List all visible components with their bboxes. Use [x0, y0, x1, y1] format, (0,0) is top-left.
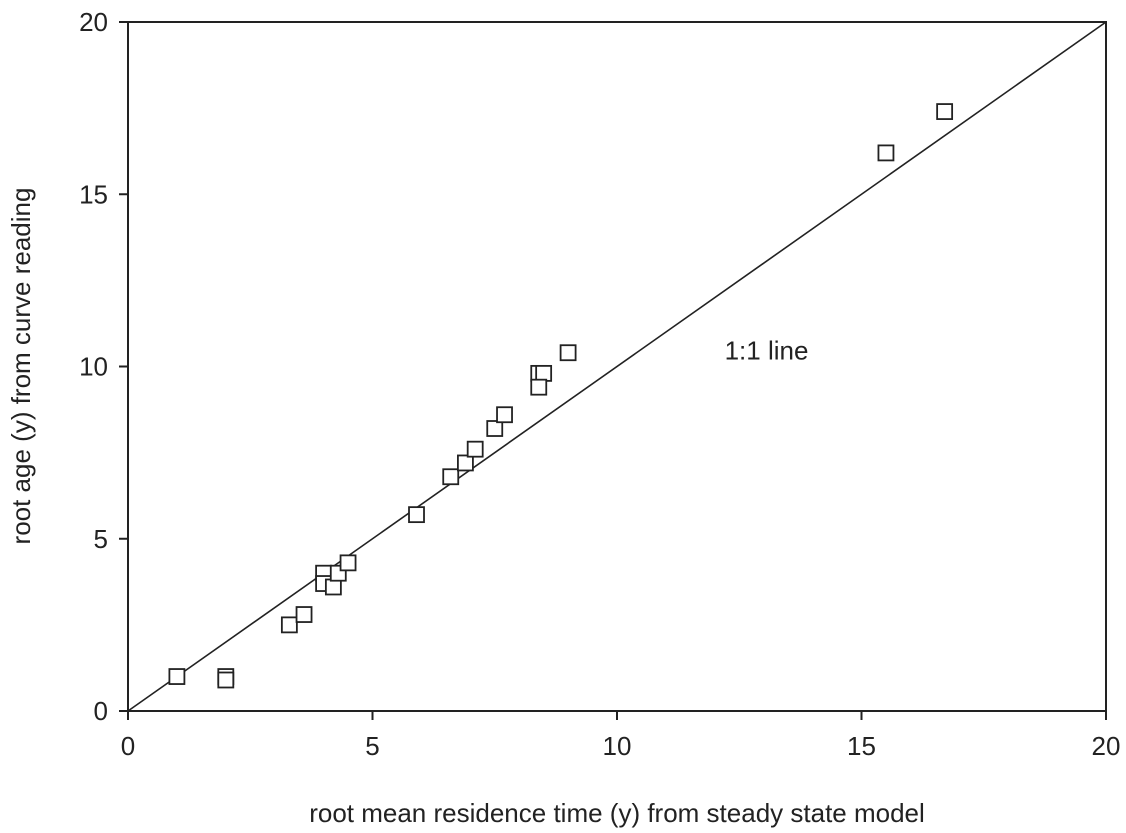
y-tick-label: 10: [79, 352, 108, 382]
one-to-one-line-label: 1:1 line: [725, 336, 809, 366]
data-points: [168, 103, 954, 689]
data-point: [496, 406, 513, 424]
x-tick-label: 5: [365, 731, 379, 761]
data-point: [280, 616, 298, 634]
data-point: [324, 578, 342, 596]
x-tick-label: 15: [847, 731, 876, 761]
data-point: [442, 468, 460, 486]
x-axis-title: root mean residence time (y) from steady…: [309, 798, 925, 828]
y-tick-label: 15: [79, 179, 108, 209]
data-point: [486, 420, 504, 437]
data-point: [295, 606, 313, 623]
data-point: [457, 454, 474, 472]
tick-labels: 0 5 10 15 20 0 5 10 15 20: [79, 7, 1120, 761]
data-point: [530, 378, 548, 396]
data-point: [559, 344, 577, 362]
data-point: [168, 668, 186, 685]
data-point: [877, 144, 895, 162]
x-tick-label: 20: [1092, 731, 1121, 761]
y-axis-title: root age (y) from curve reading: [6, 188, 36, 545]
data-point: [535, 364, 553, 382]
y-tick-label: 20: [79, 7, 108, 37]
data-point: [217, 671, 235, 689]
data-point: [339, 554, 357, 572]
data-point: [408, 506, 425, 524]
data-point: [466, 440, 484, 458]
data-point: [936, 103, 954, 120]
one-to-one-line: [127, 21, 1107, 712]
y-tick-label: 5: [94, 524, 108, 554]
y-tick-label: 0: [94, 696, 108, 726]
x-tick-label: 10: [603, 731, 632, 761]
x-tick-label: 0: [121, 731, 135, 761]
axis-ticks: [119, 21, 1107, 720]
